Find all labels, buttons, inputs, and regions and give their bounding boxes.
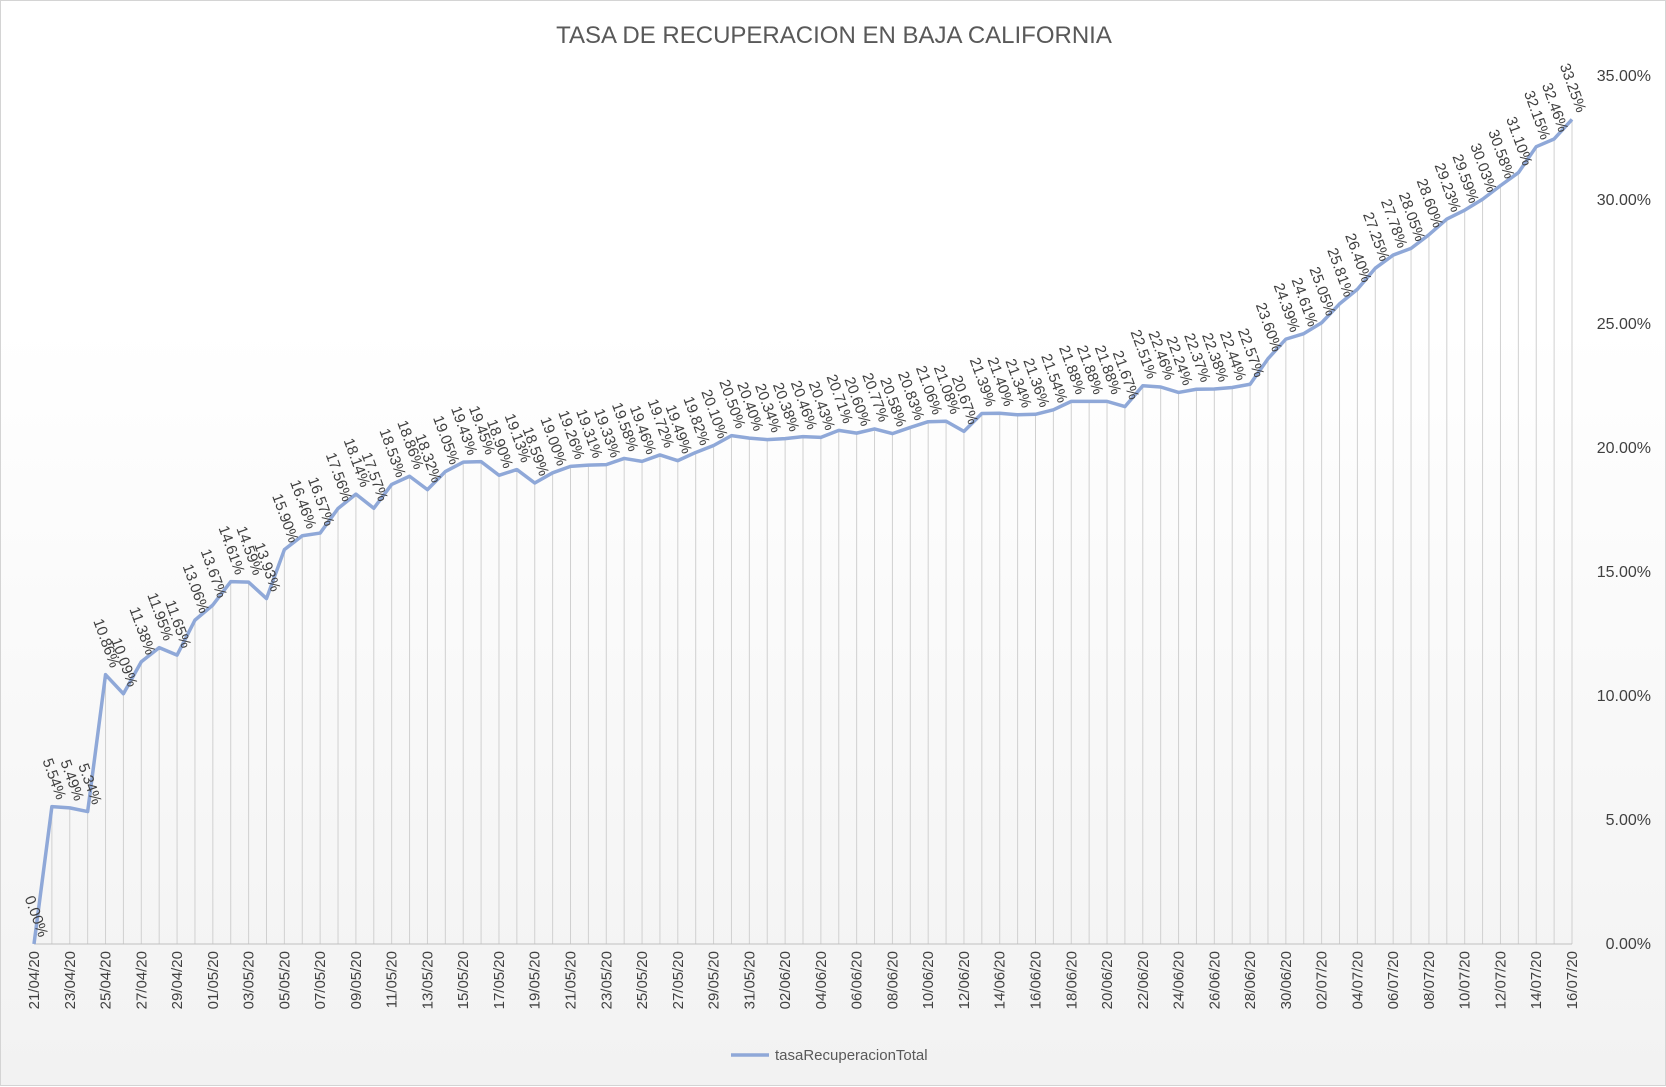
x-tick-label: 25/05/20 xyxy=(634,951,651,1009)
y-axis-ticks: 0.00% 5.00% 10.00% 15.00% 20.00% 25.00% 30.00%… xyxy=(1597,68,1651,953)
y-tick-label: 15.00% xyxy=(1597,564,1651,581)
x-tick-label: 17/05/20 xyxy=(491,951,508,1009)
y-tick-label: 20.00% xyxy=(1597,440,1651,457)
x-tick-label: 28/06/20 xyxy=(1242,951,1259,1009)
x-tick-label: 11/05/20 xyxy=(384,951,401,1008)
x-tick-label: 06/07/20 xyxy=(1385,951,1402,1009)
x-tick-label: 21/04/20 xyxy=(26,951,43,1009)
x-tick-label: 20/06/20 xyxy=(1099,951,1116,1009)
y-tick-label: 0.00% xyxy=(1606,936,1651,953)
x-tick-label: 04/07/20 xyxy=(1349,951,1366,1009)
x-tick-label: 09/05/20 xyxy=(348,951,365,1009)
x-tick-label: 25/04/20 xyxy=(98,951,115,1009)
x-tick-label: 14/06/20 xyxy=(992,951,1009,1009)
x-tick-label: 21/05/20 xyxy=(563,951,580,1009)
y-tick-label: 5.00% xyxy=(1606,812,1651,829)
y-tick-label: 35.00% xyxy=(1597,68,1651,85)
legend-label: tasaRecuperacionTotal xyxy=(775,1047,928,1064)
x-tick-label: 06/06/20 xyxy=(849,951,866,1009)
x-tick-label: 08/07/20 xyxy=(1421,951,1438,1009)
x-tick-label: 27/04/20 xyxy=(133,951,150,1009)
chart-title: TASA DE RECUPERACION EN BAJA CALIFORNIA xyxy=(556,22,1112,49)
x-tick-label: 07/05/20 xyxy=(312,951,329,1009)
x-tick-label: 10/07/20 xyxy=(1457,951,1474,1009)
x-tick-label: 30/06/20 xyxy=(1278,951,1295,1009)
x-axis-ticks: 21/04/20 23/04/20 25/04/20 27/04/20 29/04/20… xyxy=(26,951,1581,1009)
x-tick-label: 31/05/20 xyxy=(741,951,758,1009)
x-tick-label: 12/06/20 xyxy=(956,951,973,1009)
drop-lines xyxy=(51,119,1573,944)
x-tick-label: 02/06/20 xyxy=(777,951,794,1009)
x-tick-label: 10/06/20 xyxy=(920,951,937,1009)
x-tick-label: 29/04/20 xyxy=(169,951,186,1009)
series-line xyxy=(32,118,1574,945)
x-tick-label: 18/06/20 xyxy=(1063,951,1080,1009)
data-labels: 0.00%5.54%5.49%5.34%10.86%10.09%11.38%11… xyxy=(21,61,1590,939)
x-tick-label: 24/06/20 xyxy=(1171,951,1188,1009)
x-tick-label: 14/07/20 xyxy=(1528,951,1545,1009)
x-tick-label: 08/06/20 xyxy=(884,951,901,1009)
x-tick-label: 16/07/20 xyxy=(1564,951,1581,1009)
x-tick-label: 02/07/20 xyxy=(1314,951,1331,1009)
x-tick-label: 23/04/20 xyxy=(62,951,79,1009)
x-tick-label: 12/07/20 xyxy=(1492,951,1509,1009)
x-tick-label: 13/05/20 xyxy=(419,951,436,1009)
x-tick-label: 29/05/20 xyxy=(706,951,723,1009)
x-tick-label: 19/05/20 xyxy=(527,951,544,1009)
y-tick-label: 10.00% xyxy=(1597,688,1651,705)
x-tick-label: 01/05/20 xyxy=(205,951,222,1009)
data-label: 0.00% xyxy=(21,894,52,940)
x-tick-label: 03/05/20 xyxy=(241,951,258,1009)
x-tick-label: 05/05/20 xyxy=(276,951,293,1009)
x-tick-label: 22/06/20 xyxy=(1135,951,1152,1009)
x-tick-label: 15/05/20 xyxy=(455,951,472,1009)
x-tick-label: 27/05/20 xyxy=(670,951,687,1009)
x-tick-label: 26/06/20 xyxy=(1206,951,1223,1009)
x-tick-label: 23/05/20 xyxy=(598,951,615,1009)
x-tick-label: 16/06/20 xyxy=(1027,951,1044,1009)
legend: tasaRecuperacionTotal xyxy=(731,1047,928,1064)
y-tick-label: 25.00% xyxy=(1597,316,1651,333)
x-tick-label: 04/06/20 xyxy=(813,951,830,1009)
y-tick-label: 30.00% xyxy=(1597,192,1651,209)
